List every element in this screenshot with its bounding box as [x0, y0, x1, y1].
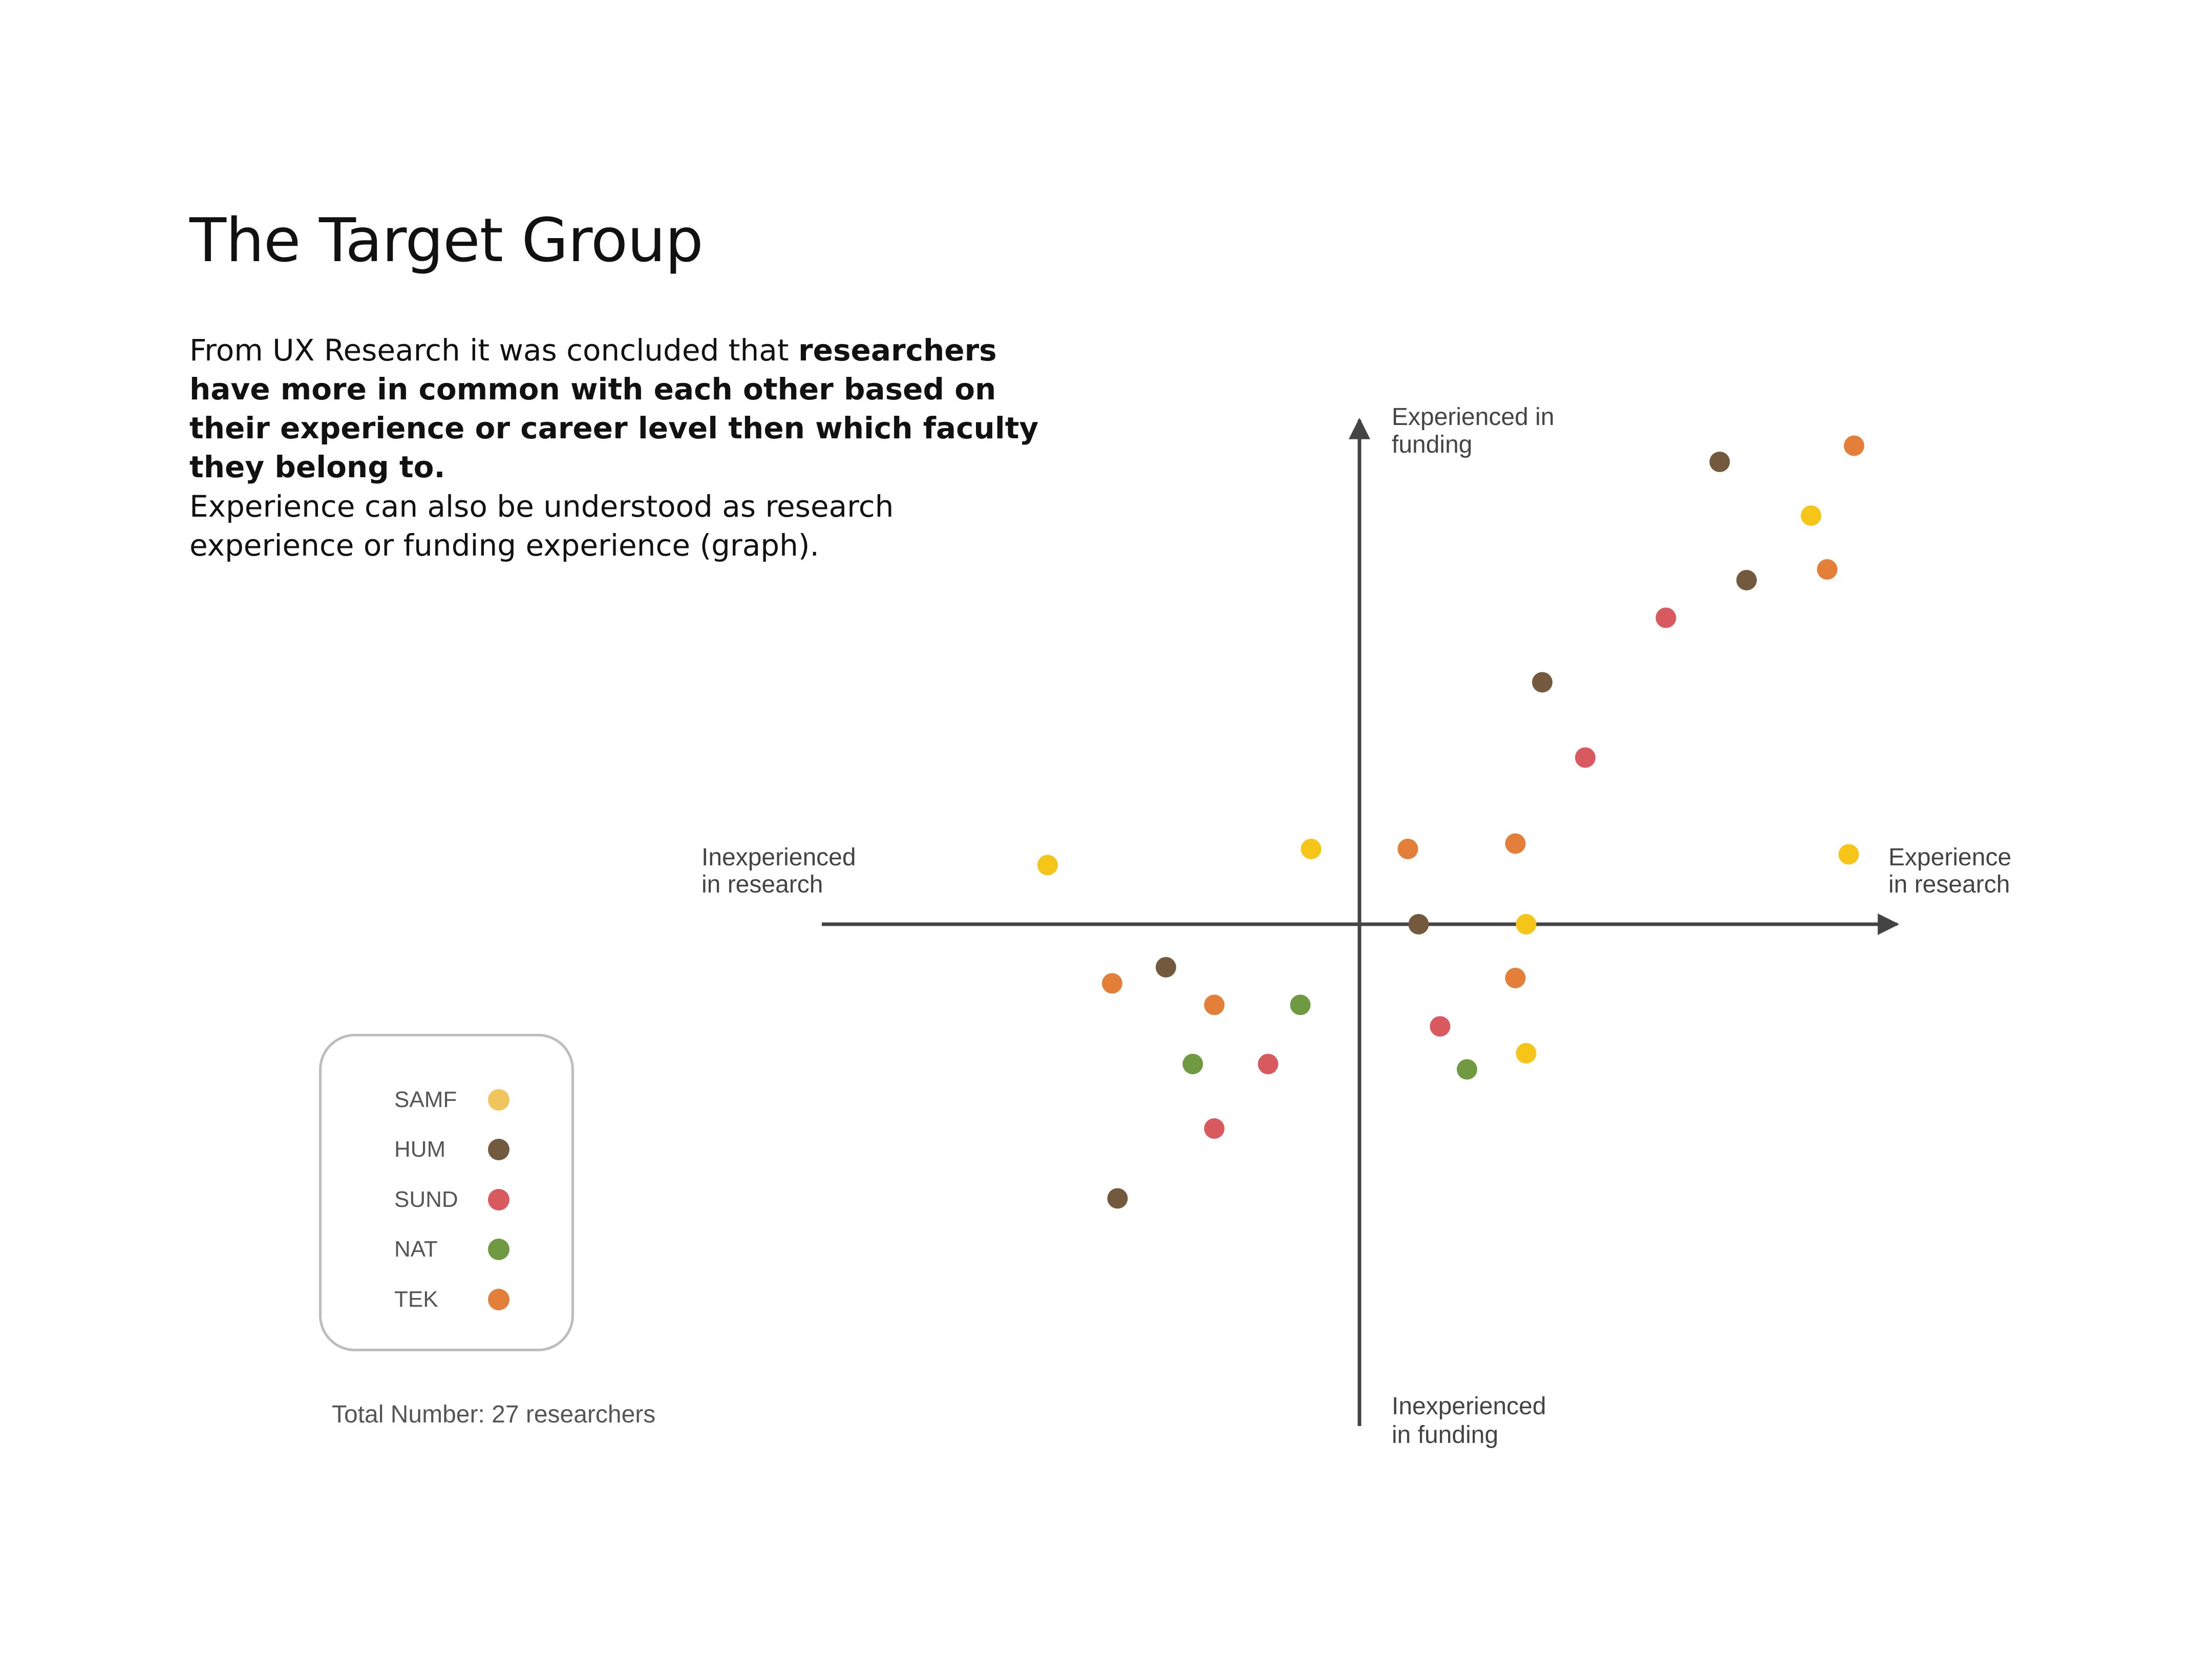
data-point-tek-21 — [1817, 559, 1838, 580]
y-positive-label-line-2: funding — [1392, 431, 1472, 458]
legend-label: SUND — [394, 1187, 458, 1212]
legend: SAMF HUM SUND NAT TEK — [319, 1034, 574, 1351]
data-point-samf-2 — [1516, 914, 1537, 934]
data-point-hum-11 — [1107, 1188, 1128, 1209]
legend-item-samf: SAMF — [394, 1084, 527, 1115]
legend-label: SAMF — [394, 1087, 457, 1112]
y-negative-label-line-1: Inexperienced — [1392, 1393, 1546, 1420]
legend-swatch-nat — [488, 1239, 509, 1260]
y-negative-label: Inexperienced in funding — [1392, 1393, 1546, 1449]
legend-item-sund: SUND — [394, 1184, 527, 1215]
data-point-nat-18 — [1182, 1054, 1203, 1074]
data-point-sund-16 — [1204, 1118, 1225, 1139]
data-point-nat-17 — [1290, 994, 1311, 1015]
data-point-hum-7 — [1736, 570, 1757, 590]
legend-swatch-samf — [488, 1089, 509, 1111]
legend-label: TEK — [394, 1287, 438, 1312]
x-positive-label: Experience in research — [1888, 844, 2011, 898]
data-point-nat-19 — [1457, 1059, 1477, 1080]
legend-label: HUM — [394, 1137, 446, 1162]
data-point-tek-20 — [1844, 435, 1864, 456]
data-point-tek-22 — [1397, 839, 1418, 859]
intro-emphasis-text: researchers have more in common with eac… — [189, 333, 1039, 484]
data-point-samf-1 — [1301, 839, 1322, 859]
data-point-tek-23 — [1505, 833, 1526, 854]
intro-lead-text: From UX Research it was concluded that — [189, 333, 799, 368]
data-point-sund-12 — [1655, 607, 1676, 628]
data-point-sund-14 — [1430, 1016, 1451, 1037]
y-negative-label-line-2: in funding — [1392, 1421, 1498, 1449]
data-point-hum-6 — [1709, 452, 1730, 472]
legend-item-nat: NAT — [394, 1234, 527, 1265]
total-count-text: Total Number: 27 researchers — [332, 1401, 656, 1428]
legend-item-tek: TEK — [394, 1284, 527, 1315]
data-point-samf-0 — [1037, 855, 1058, 876]
data-points — [1037, 435, 1864, 1209]
data-point-tek-25 — [1102, 973, 1122, 994]
legend-item-hum: HUM — [394, 1134, 527, 1165]
data-point-tek-26 — [1204, 994, 1225, 1015]
legend-label: NAT — [394, 1237, 438, 1262]
data-point-samf-5 — [1801, 505, 1821, 526]
data-point-samf-4 — [1838, 844, 1859, 865]
legend-swatch-sund — [488, 1189, 509, 1210]
x-negative-label-line-1: Inexperienced — [701, 844, 856, 871]
x-negative-label: Inexperienced in research — [701, 844, 856, 898]
x-negative-label-line-2: in research — [701, 871, 823, 898]
data-point-sund-15 — [1258, 1054, 1279, 1074]
experience-paragraph: Experience can also be understood as res… — [189, 489, 894, 563]
x-positive-label-line-2: in research — [1888, 871, 2010, 898]
data-point-hum-10 — [1156, 957, 1176, 977]
data-point-hum-9 — [1408, 914, 1429, 934]
data-point-tek-24 — [1505, 968, 1526, 988]
data-point-sund-13 — [1575, 747, 1596, 768]
y-positive-label-line-1: Experienced in — [1392, 403, 1555, 431]
data-point-hum-8 — [1532, 672, 1552, 693]
intro-paragraph: From UX Research it was concluded that r… — [189, 331, 1060, 486]
x-positive-label-line-1: Experience — [1888, 844, 2011, 871]
y-positive-label: Experienced in funding — [1392, 403, 1555, 458]
legend-swatch-hum — [488, 1139, 509, 1160]
page-title: The Target Group — [189, 205, 704, 275]
data-point-samf-3 — [1516, 1043, 1537, 1064]
legend-swatch-tek — [488, 1289, 509, 1310]
